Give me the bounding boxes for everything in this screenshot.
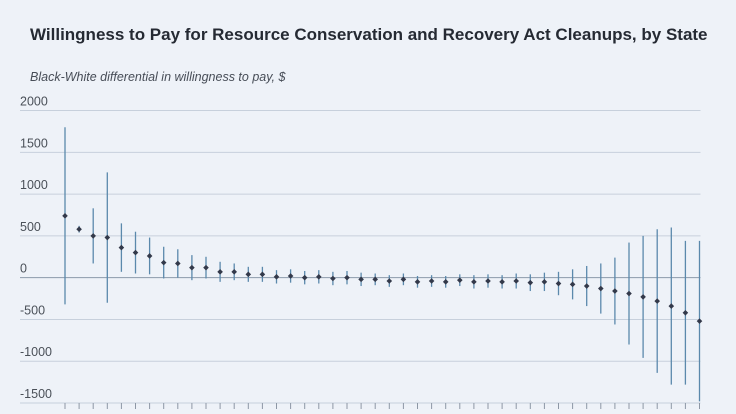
svg-text:1000: 1000 (20, 178, 48, 192)
svg-text:-500: -500 (20, 303, 45, 317)
svg-text:1500: 1500 (20, 136, 48, 150)
svg-text:0: 0 (20, 262, 27, 276)
svg-text:-1500: -1500 (20, 387, 52, 401)
svg-text:500: 500 (20, 220, 41, 234)
svg-text:-1000: -1000 (20, 345, 52, 359)
svg-text:2000: 2000 (20, 95, 48, 109)
